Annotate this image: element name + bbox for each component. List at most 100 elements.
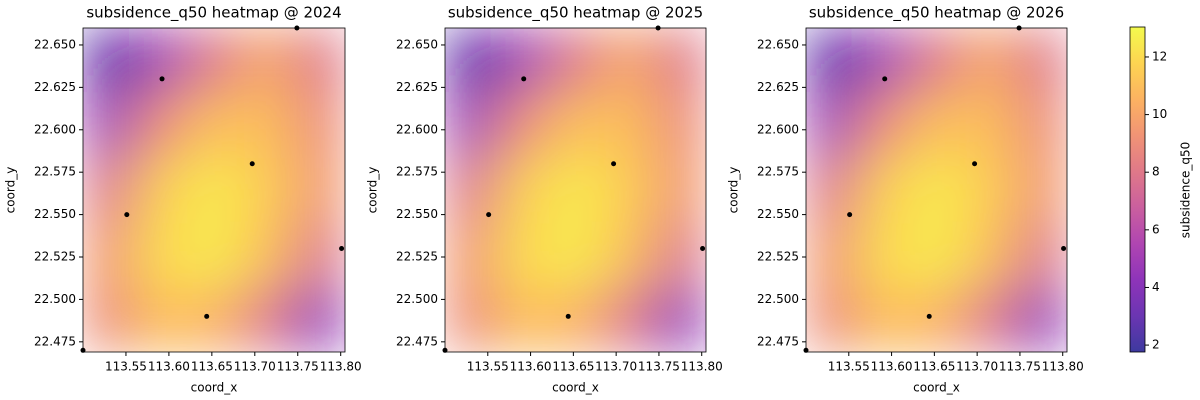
sample-point [486, 212, 492, 218]
y-tick-label: 22.550 [757, 207, 799, 221]
heatmap-cell [549, 287, 603, 352]
heatmap [83, 28, 345, 352]
heatmap-cell [83, 157, 136, 223]
y-tick-label: 22.500 [757, 292, 799, 306]
heatmap-cell [445, 222, 498, 288]
heatmap-cell [549, 92, 603, 159]
sample-point [521, 76, 527, 82]
x-tick-label: 113.75 [638, 360, 680, 374]
heatmap-cell [135, 92, 189, 159]
x-axis-label: coord_x [913, 381, 960, 395]
heatmap-cell [497, 287, 550, 352]
x-tick-label: 113.60 [871, 360, 913, 374]
y-tick-label: 22.575 [757, 165, 799, 179]
heatmap-cell [910, 28, 964, 94]
heatmap-cell [187, 92, 241, 159]
heatmap-cell [858, 28, 911, 94]
heatmap-cell [240, 92, 294, 159]
heatmap-cell [83, 222, 136, 288]
y-tick-label: 22.600 [396, 122, 438, 136]
heatmap-cell [187, 222, 241, 288]
heatmap-cell [240, 222, 294, 288]
y-tick-label: 22.575 [34, 165, 76, 179]
colorbar-tick-label: 10 [1152, 107, 1167, 121]
x-tick-label: 113.75 [999, 360, 1041, 374]
axes-frame [805, 27, 1068, 353]
x-tick-label: 113.70 [956, 360, 998, 374]
heatmap-cell [806, 222, 859, 288]
y-tick-label: 22.650 [396, 37, 438, 51]
y-tick-label: 22.625 [34, 80, 76, 94]
x-tick-label: 113.80 [681, 360, 723, 374]
heatmap-cell [962, 222, 1016, 288]
heatmap-cell [497, 92, 550, 159]
heatmap-cell [1014, 28, 1067, 94]
sample-point [926, 313, 932, 319]
heatmap-cell [1014, 92, 1067, 159]
heatmap-cell [806, 28, 859, 94]
sample-point [204, 313, 210, 319]
x-tick-label: 113.60 [510, 360, 552, 374]
heatmap-cell [135, 287, 189, 352]
sample-point [1061, 246, 1067, 252]
heatmap-cell [962, 287, 1016, 352]
heatmap-cell [445, 92, 498, 159]
heatmap-cell [445, 28, 498, 94]
y-tick-label: 22.550 [396, 207, 438, 221]
colorbar-tick-label: 4 [1152, 280, 1160, 294]
colorbar-tick-label: 12 [1152, 49, 1167, 63]
axes-frame [444, 27, 707, 353]
heatmap-cell [910, 222, 964, 288]
heatmap-cell [135, 157, 189, 223]
colorbar-label: subsidence_q50 [1179, 142, 1193, 239]
sample-point [882, 76, 888, 82]
heatmap-cell [187, 287, 241, 352]
y-tick-label: 22.475 [757, 334, 799, 348]
x-tick-label: 113.80 [320, 360, 362, 374]
chart-title: subsidence_q50 heatmap @ 2025 [448, 4, 703, 23]
heatmap-cell [549, 157, 603, 223]
y-tick-label: 22.650 [757, 37, 799, 51]
x-tick-label: 113.70 [234, 360, 276, 374]
heatmap-cell [910, 92, 964, 159]
heatmap-cell [497, 28, 550, 94]
heatmap-cell [1014, 157, 1067, 223]
heatmap-cell [549, 28, 603, 94]
colorbar [1130, 27, 1145, 352]
heatmap-cell [653, 28, 706, 94]
y-tick-label: 22.625 [396, 80, 438, 94]
y-tick-label: 22.525 [34, 250, 76, 264]
heatmap-cell [653, 287, 706, 352]
heatmap-field [445, 28, 706, 352]
x-tick-label: 113.70 [595, 360, 637, 374]
sample-point [249, 161, 255, 167]
heatmap-cell [187, 28, 241, 94]
y-axis-label: coord_y [4, 167, 18, 214]
sample-point [565, 313, 571, 319]
heatmap-cell [601, 28, 655, 94]
x-tick-label: 113.65 [552, 360, 594, 374]
x-tick-label: 113.60 [148, 360, 190, 374]
x-axis-label: coord_x [191, 381, 238, 395]
heatmap-cell [858, 157, 911, 223]
heatmap-cell [240, 157, 294, 223]
sample-point [847, 212, 853, 218]
heatmap-cell [83, 28, 136, 94]
x-tick-label: 113.55 [105, 360, 147, 374]
y-tick-label: 22.550 [34, 207, 76, 221]
heatmap-cell [240, 28, 294, 94]
heatmap-cell [910, 287, 964, 352]
heatmap-cell [1014, 222, 1067, 288]
heatmap-cell [858, 92, 911, 159]
sample-point [124, 212, 130, 218]
heatmap-cell [292, 28, 345, 94]
y-axis-label: coord_y [366, 167, 380, 214]
heatmap-cell [962, 92, 1016, 159]
x-tick-label: 113.55 [828, 360, 870, 374]
heatmap-cell [135, 222, 189, 288]
x-axis-label: coord_x [552, 381, 599, 395]
heatmap-cell [806, 92, 859, 159]
colorbar-tick-label: 6 [1152, 222, 1160, 236]
heatmap-cell [858, 287, 911, 352]
